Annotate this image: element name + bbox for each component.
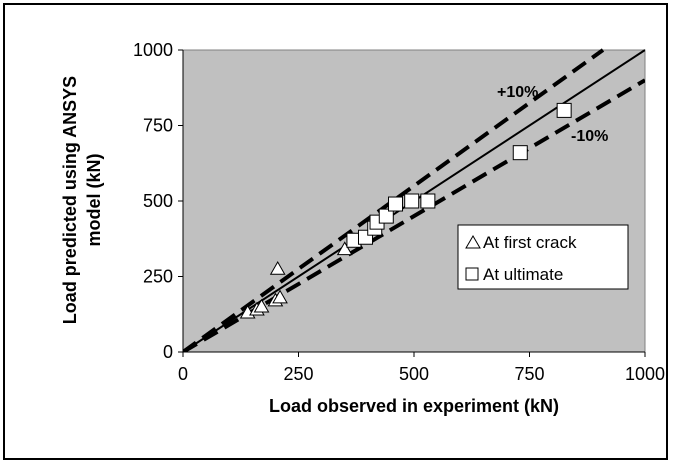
marker-ultimate-7 <box>420 193 436 209</box>
y-axis-title-line-2: model (kN) <box>84 153 104 246</box>
reference-line-1 <box>183 48 605 352</box>
marker-ultimate-6 <box>404 193 420 209</box>
annotation-plus-10: +10% <box>497 84 538 101</box>
legend-box <box>457 224 629 290</box>
marker-first-crack-6 <box>336 241 353 256</box>
legend-label-ultimate: At ultimate <box>483 265 563 284</box>
x-tick-label-3: 750 <box>514 364 544 384</box>
marker-ultimate-5 <box>388 196 404 212</box>
y-tick-label-4: 1000 <box>133 40 173 60</box>
x-tick-label-2: 500 <box>399 364 429 384</box>
x-axis-title: Load observed in experiment (kN) <box>269 396 559 416</box>
x-tick-label-0: 0 <box>178 364 188 384</box>
y-tick-label-1: 250 <box>143 267 173 287</box>
marker-ultimate-4 <box>378 208 394 224</box>
y-axis-title-line-1: Load predicted using ANSYS <box>60 76 80 324</box>
legend-triangle-shape <box>465 235 481 249</box>
legend-square-icon <box>465 267 479 281</box>
legend-triangle-icon <box>465 235 481 249</box>
marker-ultimate-8 <box>512 145 528 161</box>
data-markers <box>239 102 572 319</box>
y-tick-label-3: 750 <box>143 116 173 136</box>
y-axis-title: Load predicted using ANSYS model (kN) <box>60 76 104 324</box>
legend-label-first-crack: At first crack <box>483 233 577 252</box>
y-tick-label-0: 0 <box>163 342 173 362</box>
marker-ultimate-9 <box>556 102 572 118</box>
marker-first-crack-2 <box>253 298 270 313</box>
marker-first-crack-4 <box>272 289 288 304</box>
legend-square-shape <box>465 267 479 281</box>
marker-first-crack-5 <box>269 260 286 275</box>
legend: At first crack At ultimate <box>457 224 629 290</box>
x-tick-label-4: 1000 <box>625 364 665 384</box>
x-tick-label-1: 250 <box>283 364 313 384</box>
y-tick-label-2: 500 <box>143 191 173 211</box>
reference-line-2 <box>183 78 645 352</box>
annotation-minus-10: -10% <box>571 128 608 145</box>
axis-ticks: 0 250 500 750 1000 0 250 500 750 1000 <box>133 40 665 384</box>
